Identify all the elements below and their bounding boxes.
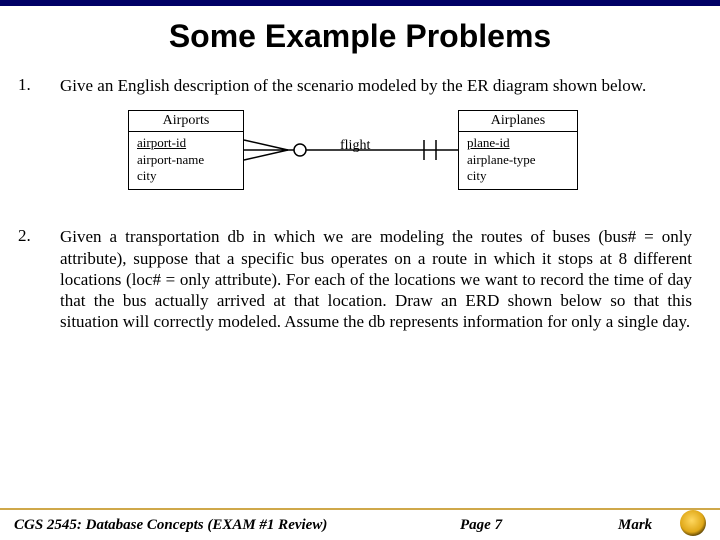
ucf-logo-icon xyxy=(680,510,706,536)
problem-number: 2. xyxy=(18,226,60,332)
problem-text: Given a transportation db in which we ar… xyxy=(60,226,692,332)
content-area: 1. Give an English description of the sc… xyxy=(0,75,720,333)
top-accent-bar xyxy=(0,0,720,6)
footer-course: CGS 2545: Database Concepts (EXAM #1 Rev… xyxy=(14,517,327,534)
problem-2: 2. Given a transportation db in which we… xyxy=(18,226,692,332)
footer-page: Page 7 xyxy=(460,517,502,534)
problem-number: 1. xyxy=(18,75,60,96)
er-diagram: Airports airport-id airport-name city Ai… xyxy=(128,110,608,200)
footer: CGS 2545: Database Concepts (EXAM #1 Rev… xyxy=(0,508,720,540)
page-title: Some Example Problems xyxy=(0,18,720,55)
relationship-line xyxy=(128,110,608,200)
footer-author: Mark xyxy=(618,517,652,534)
problem-text: Give an English description of the scena… xyxy=(60,75,692,96)
problem-1: 1. Give an English description of the sc… xyxy=(18,75,692,96)
relationship-label: flight xyxy=(340,138,370,154)
